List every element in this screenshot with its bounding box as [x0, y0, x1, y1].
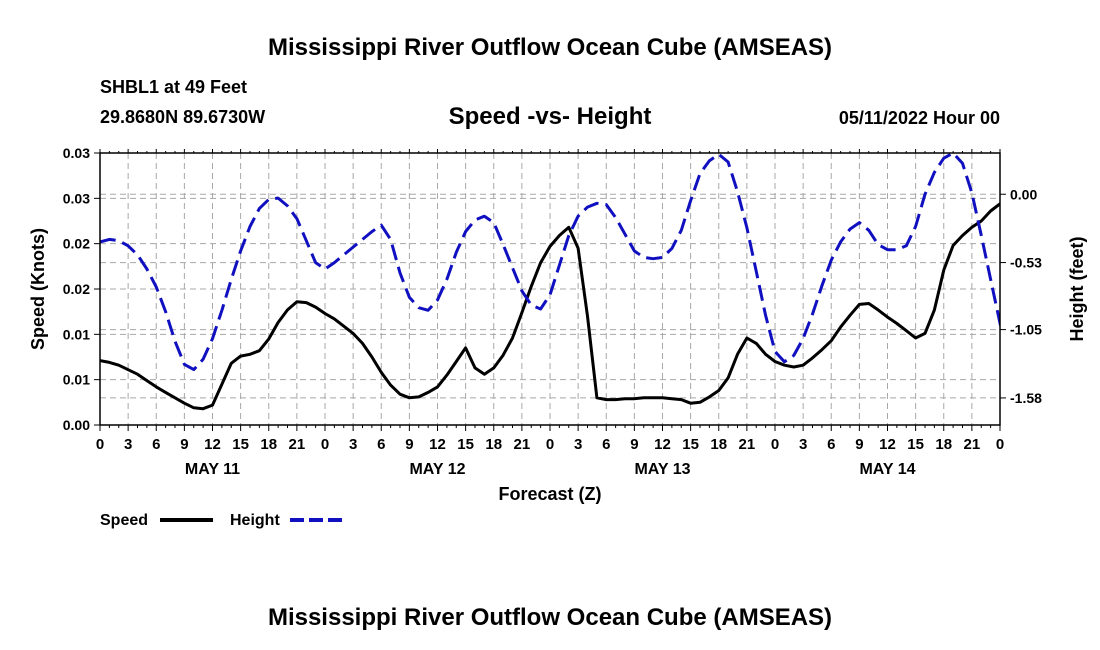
x-tick-label: 6: [827, 436, 835, 453]
x-tick-label: 6: [152, 436, 160, 453]
x-tick-label: 3: [574, 436, 582, 453]
x-tick-label: 21: [289, 436, 306, 453]
x-tick-label: 21: [739, 436, 756, 453]
grid: [100, 153, 1000, 425]
chart-title: Mississippi River Outflow Ocean Cube (AM…: [268, 34, 832, 61]
x-tick-label: 18: [710, 436, 727, 453]
y-right-tick-label: -0.53: [1010, 255, 1042, 271]
x-tick-label: 3: [349, 436, 357, 453]
x-tick-label: 18: [935, 436, 952, 453]
x-tick-label: 6: [377, 436, 385, 453]
x-tick-label: 21: [514, 436, 531, 453]
legend: Speed Height: [100, 512, 343, 529]
position-label: 29.8680N 89.6730W: [100, 107, 265, 127]
y-right-tick-label: -1.05: [1010, 322, 1042, 338]
x-tick-label: 15: [232, 436, 249, 453]
forecast-date: 05/11/2022 Hour 00: [839, 108, 1000, 128]
y-left-tick-label: 0.02: [63, 281, 90, 297]
y-left-tick-label: 0.02: [63, 236, 90, 252]
x-tick-label: 0: [546, 436, 554, 453]
speed-series-line: [100, 202, 1000, 411]
height-series-line: [100, 153, 1000, 372]
day-label: MAY 13: [634, 461, 690, 478]
station-label: SHBL1 at 49 Feet: [100, 77, 247, 97]
x-tick-label: 3: [124, 436, 132, 453]
y-left-tick-label: 0.01: [63, 326, 90, 342]
y-left-tick-label: 0.00: [63, 417, 90, 433]
x-tick-label: 15: [907, 436, 924, 453]
y-left-tick-label: 0.03: [63, 190, 90, 206]
y-left-tick-label: 0.03: [63, 145, 90, 161]
x-tick-label: 9: [405, 436, 413, 453]
x-tick-label: 12: [879, 436, 896, 453]
x-tick-label: 12: [204, 436, 221, 453]
legend-speed-label: Speed: [100, 512, 148, 529]
x-tick-label: 0: [321, 436, 329, 453]
x-tick-label: 12: [654, 436, 671, 453]
chart-subtitle: Speed -vs- Height: [449, 103, 652, 130]
x-tick-label: 3: [799, 436, 807, 453]
legend-height-label: Height: [230, 512, 280, 529]
x-tick-label: 9: [855, 436, 863, 453]
axes: 0 3 6 9 12 15 18 21 0 3 6 9 12 15 18 21 0 3 6 9 12 15 18 21 0 3 6 9…: [63, 145, 1042, 478]
x-tick-label: 12: [429, 436, 446, 453]
x-tick-label: 18: [260, 436, 277, 453]
x-tick-label: 0: [771, 436, 779, 453]
x-tick-label: 21: [964, 436, 981, 453]
y-left-tick-label: 0.01: [63, 372, 90, 388]
day-label: MAY 14: [859, 461, 915, 478]
y-right-tick-label: -1.58: [1010, 390, 1042, 406]
x-tick-label: 0: [96, 436, 104, 453]
y-axis-right-label: Height (feet): [1067, 237, 1087, 342]
x-tick-label: 18: [485, 436, 502, 453]
x-tick-label: 15: [457, 436, 474, 453]
x-tick-label: 0: [996, 436, 1004, 453]
x-tick-label: 6: [602, 436, 610, 453]
footer-title: Mississippi River Outflow Ocean Cube (AM…: [268, 604, 832, 631]
x-tick-label: 9: [630, 436, 638, 453]
x-tick-label: 9: [180, 436, 188, 453]
x-axis-label: Forecast (Z): [498, 484, 601, 504]
y-axis-left-label: Speed (Knots): [28, 228, 48, 350]
day-label: MAY 11: [185, 461, 240, 478]
x-tick-label: 15: [682, 436, 699, 453]
y-right-tick-label: 0.00: [1010, 186, 1037, 202]
series-layer: [100, 153, 1000, 411]
day-label: MAY 12: [409, 461, 465, 478]
